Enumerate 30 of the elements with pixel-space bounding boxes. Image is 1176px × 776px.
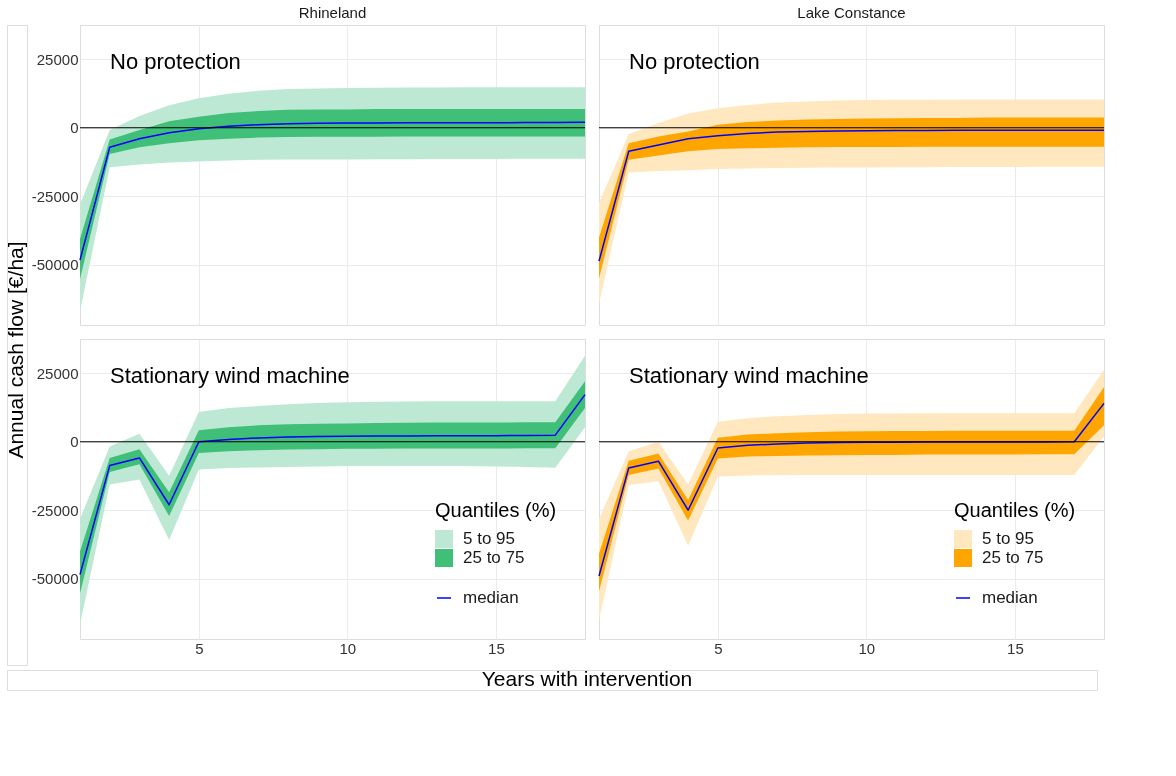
annotation: No protection [110, 49, 241, 74]
legend-title: Quantiles (%) [954, 499, 1076, 521]
legend-label: 25 to 75 [982, 548, 1044, 567]
y-tick-label: 25000 [36, 50, 79, 68]
y-tick-label: -50000 [31, 256, 79, 274]
y-axis-title: Annual cash flow [€/ha] [4, 241, 27, 459]
annotation: No protection [629, 49, 760, 74]
x-tick-label: 5 [195, 639, 204, 657]
legend-label: 5 to 95 [982, 529, 1034, 548]
chart-title: Rhineland [298, 4, 367, 21]
legend-label: 5 to 95 [463, 529, 515, 548]
y-tick-label: -25000 [31, 187, 79, 205]
legend-title: Quantiles (%) [435, 499, 557, 521]
x-tick-label: 10 [858, 639, 876, 657]
chart-title: Lake Constance [797, 4, 906, 21]
annotation: Stationary wind machine [110, 363, 350, 388]
y-tick-label: 25000 [36, 364, 79, 382]
legend-label: median [463, 588, 519, 607]
y-tick-label: 0 [70, 433, 79, 451]
y-tick-label: -50000 [31, 570, 79, 588]
x-axis-title: Years with intervention [481, 667, 693, 690]
x-tick-label: 5 [714, 639, 723, 657]
x-tick-label: 15 [488, 639, 505, 657]
y-tick-label: 0 [70, 119, 79, 137]
legend-label: median [982, 588, 1038, 607]
legend-label: 25 to 75 [463, 548, 525, 567]
x-tick-label: 15 [1007, 639, 1024, 657]
annotation: Stationary wind machine [629, 363, 869, 388]
y-tick-label: -25000 [31, 501, 79, 519]
x-tick-label: 10 [339, 639, 357, 657]
